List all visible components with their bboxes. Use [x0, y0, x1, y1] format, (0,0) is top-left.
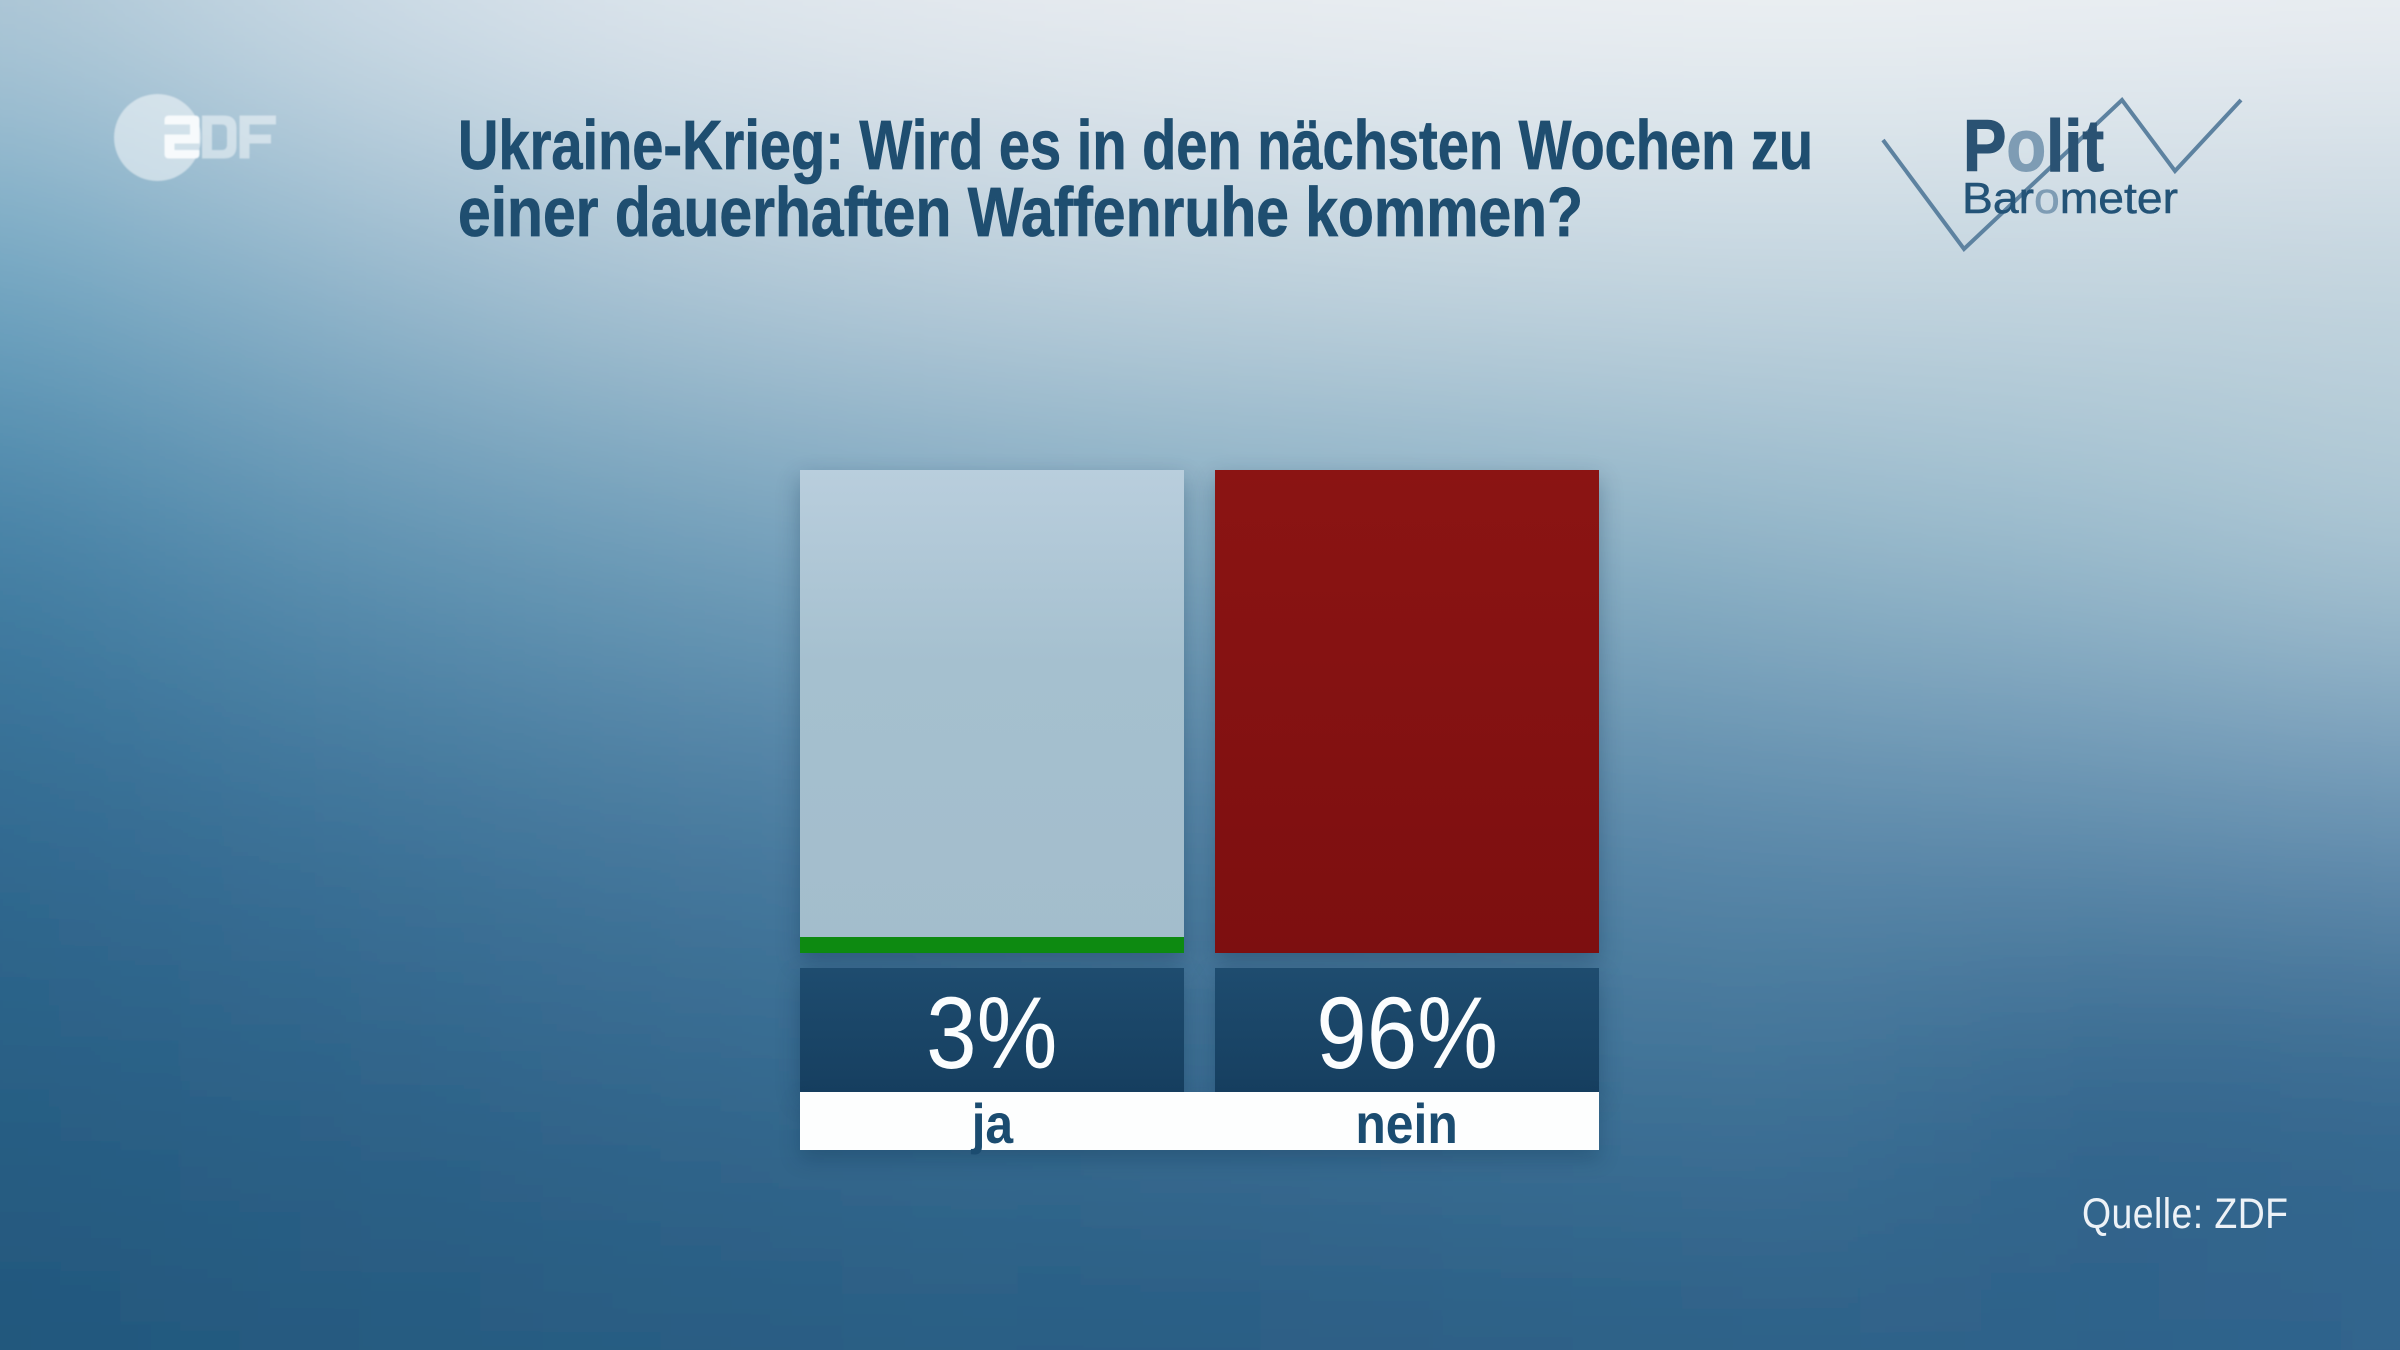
- svg-text:Polit: Polit: [1963, 106, 2104, 187]
- svg-text:Barometer: Barometer: [1962, 174, 2178, 223]
